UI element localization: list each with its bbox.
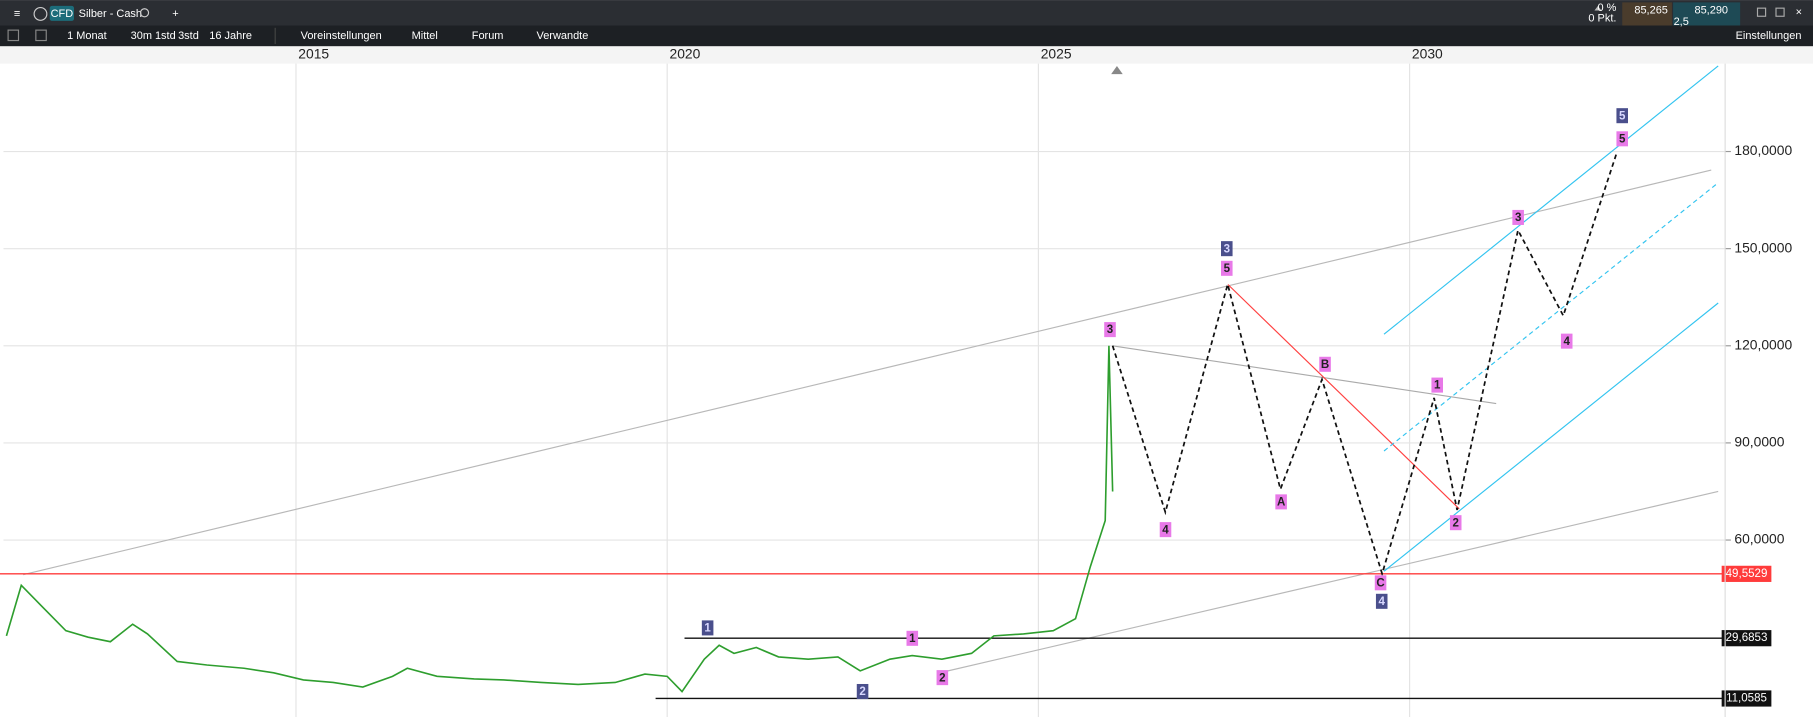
quick-interval[interactable]: 30m [131, 30, 152, 42]
toolbar-item[interactable]: Mittel [412, 30, 438, 42]
x-tick-label: 2015 [298, 46, 329, 62]
wave-label-box [1616, 108, 1628, 124]
trend-line [1383, 65, 1719, 335]
wave-label: 5 [1619, 110, 1626, 122]
bid-box[interactable] [1622, 2, 1672, 26]
x-tick-label: 2030 [1412, 46, 1443, 62]
wave-label-box [1512, 209, 1524, 225]
quick-interval[interactable]: 3std [178, 30, 199, 42]
change-arrow [1594, 5, 1602, 11]
wave-label: 3 [1107, 324, 1113, 336]
wave-label: 2 [1453, 517, 1459, 529]
x-axis-bar [0, 46, 1813, 64]
y-tick-label: 120,0000 [1734, 336, 1792, 352]
wave-label: 1 [704, 623, 711, 635]
wave-label: 3 [1515, 212, 1521, 224]
trend-line [22, 169, 1712, 576]
change-points: 0 Pkt. [1588, 12, 1616, 24]
search-icon[interactable] [139, 8, 150, 18]
wave-label-box [1159, 522, 1172, 538]
x-tick-label: 2025 [1041, 46, 1072, 62]
range[interactable]: 16 Jahre [209, 30, 252, 42]
wave-label: B [1321, 359, 1329, 371]
window-btn[interactable] [1775, 7, 1785, 17]
level-label: 29,6853 [1726, 632, 1768, 644]
y-tick-label: 90,0000 [1734, 434, 1784, 450]
wave-label: C [1376, 577, 1385, 589]
wave-label: 4 [1162, 524, 1169, 536]
wave-label-box [1221, 241, 1233, 257]
badge-text: CFD [51, 8, 74, 20]
wave-label-box [1560, 333, 1573, 349]
info-icon[interactable] [33, 7, 48, 21]
price-line [5, 345, 1114, 693]
toolbar-icon[interactable] [35, 29, 47, 42]
toolbar-item[interactable]: Forum [472, 30, 504, 42]
toolbar [0, 25, 1813, 47]
level-box [1721, 690, 1772, 707]
trend-line [1383, 302, 1719, 572]
trend-line [1383, 182, 1719, 452]
wave-label-box [1431, 377, 1443, 393]
level-label: 49,5529 [1726, 568, 1768, 580]
wave-label-box [1449, 515, 1462, 531]
wave-label-box [1375, 593, 1388, 609]
y-tick-label: 150,0000 [1734, 239, 1792, 255]
trend-line [1227, 284, 1460, 510]
wave-label: 4 [1564, 336, 1571, 348]
wave-label: 2 [859, 686, 865, 698]
wave-label: 5 [1619, 133, 1626, 145]
wave-label-box [1104, 322, 1116, 338]
wave-label: 5 [1224, 263, 1231, 275]
settings[interactable]: Einstellungen [1736, 30, 1802, 42]
wave-label-box [701, 620, 714, 636]
interval[interactable]: 1 Monat [67, 30, 107, 42]
quick-interval[interactable]: 1std [155, 30, 176, 42]
instrument[interactable]: Silber - Cash [79, 8, 142, 20]
y-tick-label: 180,0000 [1734, 142, 1792, 158]
level-label: 11,0585 [1726, 693, 1767, 705]
level-box [1721, 630, 1772, 647]
wave-label: 3 [1224, 243, 1230, 255]
wave-label-box [1275, 494, 1287, 510]
toolbar-item[interactable]: Verwandte [537, 30, 589, 42]
wave-label-box [856, 683, 869, 700]
toolbar-item[interactable]: Voreinstellungen [301, 30, 382, 42]
wave-label-box [1374, 575, 1387, 591]
wave-label: 1 [909, 633, 916, 645]
spread: 2,5 [1674, 16, 1689, 28]
wave-label-box [1221, 260, 1233, 276]
wave-label-box [906, 630, 919, 646]
title-bar [0, 0, 1813, 26]
add-tab[interactable]: + [172, 8, 178, 20]
projection-line [1111, 152, 1618, 577]
ask-box[interactable] [1673, 2, 1741, 26]
wave-label: 4 [1379, 596, 1386, 608]
trend-line [1112, 345, 1497, 405]
toolbar-icon[interactable] [7, 29, 20, 42]
wave-label-box [1319, 356, 1331, 372]
ask: 85,290 [1694, 4, 1728, 16]
wave-label-box [1616, 131, 1628, 147]
x-tick-label: 2020 [669, 46, 700, 62]
bid: 85,265 [1634, 4, 1668, 16]
change-pct: 0 % [1598, 2, 1617, 14]
wave-label: 1 [1434, 380, 1441, 392]
wave-label: A [1277, 497, 1286, 509]
window-btn[interactable] [1756, 7, 1767, 17]
marker [1111, 65, 1123, 75]
y-tick-label: 60,0000 [1734, 531, 1784, 547]
trend-line [938, 490, 1719, 674]
wave-label-box [936, 670, 949, 686]
menu-icon[interactable]: ≡ [14, 8, 20, 20]
close-btn[interactable]: × [1796, 7, 1802, 19]
level-box [1721, 565, 1772, 582]
badge [49, 5, 74, 21]
wave-label: 2 [939, 672, 945, 684]
